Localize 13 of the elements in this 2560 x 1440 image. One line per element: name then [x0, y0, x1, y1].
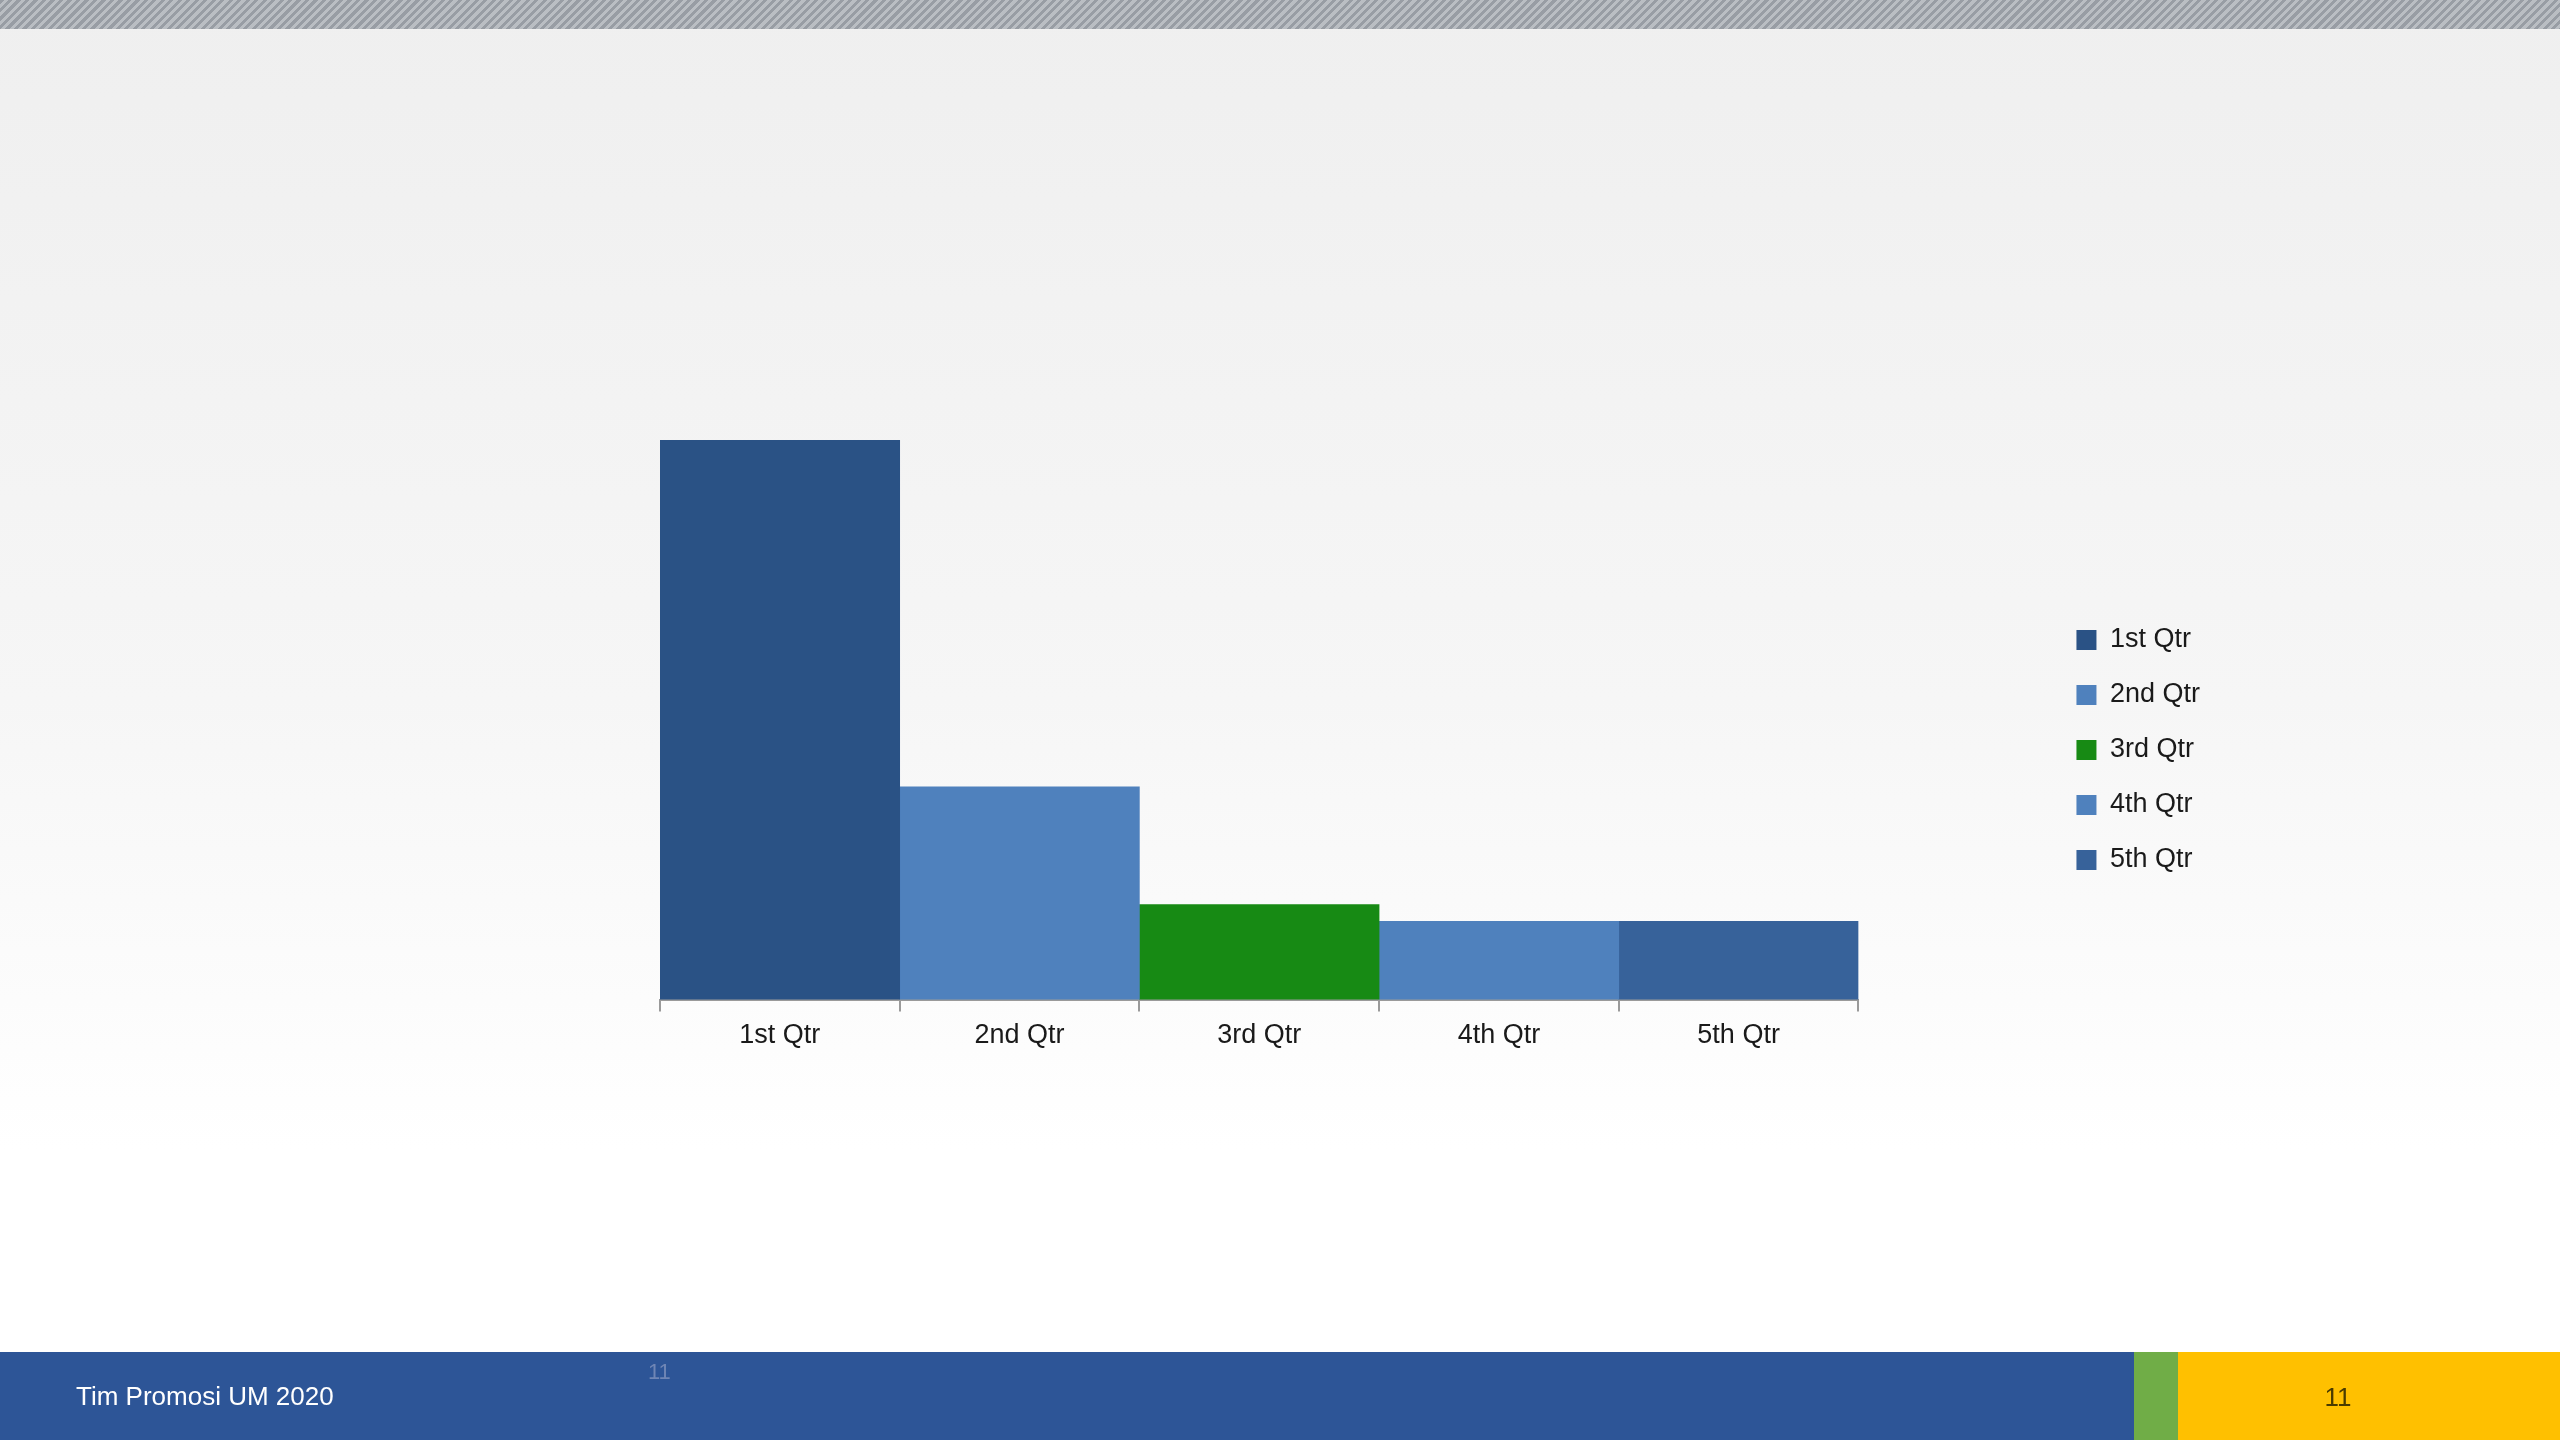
x-tick-label: 2nd Qtr: [974, 1019, 1065, 1050]
text: Tim Promosi UM 2020: [76, 1381, 334, 1411]
legend-label: 1st Qtr: [2109, 623, 2191, 654]
x-tick-label: 1st Qtr: [739, 1019, 821, 1050]
x-tick-label: 4th Qtr: [1457, 1019, 1541, 1050]
text: 11: [2324, 1382, 2352, 1412]
x-tick-label: 5th Qtr: [1697, 1019, 1780, 1050]
legend-label: 4th Qtr: [2109, 788, 2193, 819]
legend-label: 5th Qtr: [2109, 843, 2193, 874]
x-tick-label: 3rd Qtr: [1217, 1019, 1302, 1050]
legend-label: 2nd Qtr: [2109, 678, 2201, 709]
text: 11: [648, 1359, 671, 1384]
legend-label: 3rd Qtr: [2109, 733, 2194, 764]
